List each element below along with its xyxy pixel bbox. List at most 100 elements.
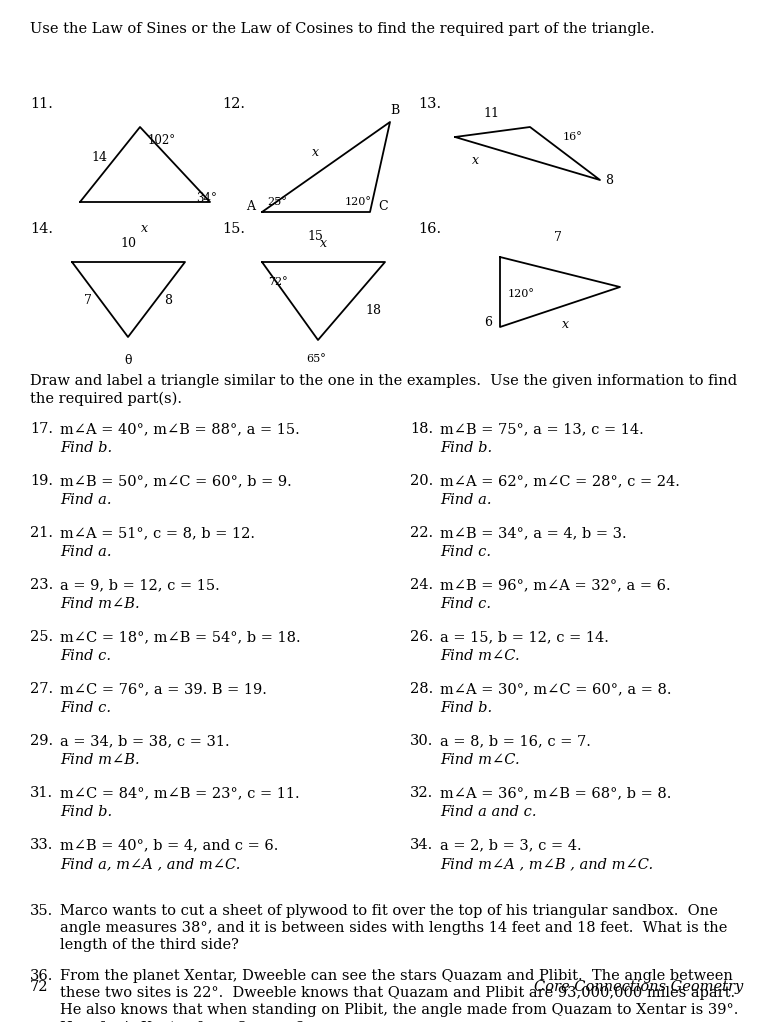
- Text: 30.: 30.: [410, 734, 434, 748]
- Text: 28.: 28.: [410, 682, 433, 696]
- Text: 33.: 33.: [30, 838, 53, 852]
- Text: Find a.: Find a.: [60, 545, 111, 559]
- Text: m∠C = 76°, a = 39. B = 19.: m∠C = 76°, a = 39. B = 19.: [60, 682, 267, 696]
- Text: a = 8, b = 16, c = 7.: a = 8, b = 16, c = 7.: [440, 734, 591, 748]
- Text: x: x: [319, 237, 326, 250]
- Text: 17.: 17.: [30, 422, 53, 436]
- Text: 36.: 36.: [30, 969, 53, 983]
- Text: length of the third side?: length of the third side?: [60, 938, 239, 953]
- Text: 11: 11: [483, 107, 499, 120]
- Text: 29.: 29.: [30, 734, 53, 748]
- Text: C: C: [378, 200, 387, 213]
- Text: 27.: 27.: [30, 682, 53, 696]
- Text: m∠A = 51°, c = 8, b = 12.: m∠A = 51°, c = 8, b = 12.: [60, 526, 255, 540]
- Text: 14.: 14.: [30, 222, 53, 236]
- Text: Use the Law of Sines or the Law of Cosines to find the required part of the tria: Use the Law of Sines or the Law of Cosin…: [30, 22, 655, 36]
- Text: 23.: 23.: [30, 578, 53, 592]
- Text: 7: 7: [84, 293, 92, 307]
- Text: 120°: 120°: [345, 197, 372, 207]
- Text: 6: 6: [484, 316, 492, 328]
- Text: Find b.: Find b.: [440, 442, 492, 455]
- Text: these two sites is 22°.  Dweeble knows that Quazam and Plibit are 93,000,000 mil: these two sites is 22°. Dweeble knows th…: [60, 986, 735, 1000]
- Text: 11.: 11.: [30, 97, 53, 111]
- Text: Find m∠C.: Find m∠C.: [440, 649, 519, 663]
- Text: Find b.: Find b.: [60, 442, 112, 455]
- Text: Find m∠B.: Find m∠B.: [60, 753, 140, 766]
- Text: 21.: 21.: [30, 526, 53, 540]
- Text: 20.: 20.: [410, 474, 433, 487]
- Text: Find m∠C.: Find m∠C.: [440, 753, 519, 766]
- Text: m∠A = 62°, m∠C = 28°, c = 24.: m∠A = 62°, m∠C = 28°, c = 24.: [440, 474, 680, 487]
- Text: Find c.: Find c.: [440, 597, 491, 611]
- Text: m∠B = 75°, a = 13, c = 14.: m∠B = 75°, a = 13, c = 14.: [440, 422, 644, 436]
- Text: 7: 7: [554, 231, 562, 244]
- Text: Find a and c.: Find a and c.: [440, 805, 536, 819]
- Text: 19.: 19.: [30, 474, 53, 487]
- Text: x: x: [141, 222, 148, 235]
- Text: 25.: 25.: [30, 630, 53, 644]
- Text: Draw and label a triangle similar to the one in the examples.  Use the given inf: Draw and label a triangle similar to the…: [30, 374, 737, 388]
- Text: a = 34, b = 38, c = 31.: a = 34, b = 38, c = 31.: [60, 734, 230, 748]
- Text: a = 2, b = 3, c = 4.: a = 2, b = 3, c = 4.: [440, 838, 581, 852]
- Text: 65°: 65°: [306, 354, 326, 364]
- Text: m∠B = 34°, a = 4, b = 3.: m∠B = 34°, a = 4, b = 3.: [440, 526, 627, 540]
- Text: He also knows that when standing on Plibit, the angle made from Quazam to Xentar: He also knows that when standing on Plib…: [60, 1003, 738, 1017]
- Text: 72: 72: [30, 980, 49, 994]
- Text: 8: 8: [605, 174, 613, 186]
- Text: 26.: 26.: [410, 630, 433, 644]
- Text: Find b.: Find b.: [60, 805, 112, 819]
- Text: m∠C = 84°, m∠B = 23°, c = 11.: m∠C = 84°, m∠B = 23°, c = 11.: [60, 786, 300, 800]
- Text: m∠B = 50°, m∠C = 60°, b = 9.: m∠B = 50°, m∠C = 60°, b = 9.: [60, 474, 291, 487]
- Text: Marco wants to cut a sheet of plywood to fit over the top of his triangular sand: Marco wants to cut a sheet of plywood to…: [60, 904, 718, 918]
- Text: 32.: 32.: [410, 786, 433, 800]
- Text: m∠A = 40°, m∠B = 88°, a = 15.: m∠A = 40°, m∠B = 88°, a = 15.: [60, 422, 300, 436]
- Text: 13.: 13.: [418, 97, 441, 111]
- Text: 12.: 12.: [222, 97, 245, 111]
- Text: 15.: 15.: [222, 222, 245, 236]
- Text: 34°: 34°: [196, 192, 217, 205]
- Text: 25°: 25°: [267, 197, 287, 207]
- Text: 72°: 72°: [268, 277, 288, 287]
- Text: 14: 14: [91, 150, 107, 164]
- Text: m∠A = 36°, m∠B = 68°, b = 8.: m∠A = 36°, m∠B = 68°, b = 8.: [440, 786, 672, 800]
- Text: Find c.: Find c.: [60, 701, 111, 715]
- Text: Find a.: Find a.: [60, 493, 111, 507]
- Text: x: x: [312, 145, 318, 158]
- Text: Find m∠B.: Find m∠B.: [60, 597, 140, 611]
- Text: 10: 10: [120, 237, 136, 250]
- Text: 24.: 24.: [410, 578, 433, 592]
- Text: Find c.: Find c.: [440, 545, 491, 559]
- Text: B: B: [390, 104, 399, 117]
- Text: Find a.: Find a.: [440, 493, 492, 507]
- Text: From the planet Xentar, Dweeble can see the stars Quazam and Plibit.  The angle : From the planet Xentar, Dweeble can see …: [60, 969, 733, 983]
- Text: angle measures 38°, and it is between sides with lengths 14 feet and 18 feet.  W: angle measures 38°, and it is between si…: [60, 921, 727, 935]
- Text: a = 15, b = 12, c = 14.: a = 15, b = 12, c = 14.: [440, 630, 609, 644]
- Text: A: A: [246, 200, 255, 213]
- Text: 31.: 31.: [30, 786, 53, 800]
- Text: m∠C = 18°, m∠B = 54°, b = 18.: m∠C = 18°, m∠B = 54°, b = 18.: [60, 630, 301, 644]
- Text: x: x: [472, 153, 478, 167]
- Text: 120°: 120°: [508, 289, 535, 299]
- Text: Core Connections Geometry: Core Connections Geometry: [533, 980, 743, 994]
- Text: Find c.: Find c.: [60, 649, 111, 663]
- Text: x: x: [561, 318, 568, 330]
- Text: 15: 15: [307, 230, 323, 243]
- Text: a = 9, b = 12, c = 15.: a = 9, b = 12, c = 15.: [60, 578, 220, 592]
- Text: Find m∠A , m∠B , and m∠C.: Find m∠A , m∠B , and m∠C.: [440, 857, 653, 871]
- Text: the required part(s).: the required part(s).: [30, 392, 182, 407]
- Text: 18.: 18.: [410, 422, 433, 436]
- Text: 35.: 35.: [30, 904, 53, 918]
- Text: 8: 8: [164, 293, 172, 307]
- Text: How far is Xentar from Quazam?: How far is Xentar from Quazam?: [60, 1020, 305, 1022]
- Text: 18: 18: [365, 304, 381, 317]
- Text: 102°: 102°: [148, 134, 176, 147]
- Text: m∠A = 30°, m∠C = 60°, a = 8.: m∠A = 30°, m∠C = 60°, a = 8.: [440, 682, 672, 696]
- Text: Find b.: Find b.: [440, 701, 492, 715]
- Text: Find a, m∠A , and m∠C.: Find a, m∠A , and m∠C.: [60, 857, 240, 871]
- Text: 34.: 34.: [410, 838, 433, 852]
- Text: 16.: 16.: [418, 222, 441, 236]
- Text: θ: θ: [124, 354, 131, 367]
- Text: m∠B = 96°, m∠A = 32°, a = 6.: m∠B = 96°, m∠A = 32°, a = 6.: [440, 578, 671, 592]
- Text: 22.: 22.: [410, 526, 433, 540]
- Text: m∠B = 40°, b = 4, and c = 6.: m∠B = 40°, b = 4, and c = 6.: [60, 838, 278, 852]
